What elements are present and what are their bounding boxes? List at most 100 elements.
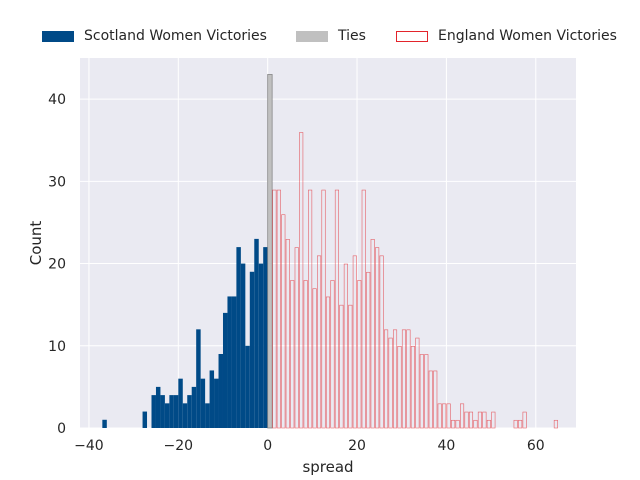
x-tick-label: 40 (438, 438, 456, 454)
legend-label-scotland: Scotland Women Victories (84, 28, 267, 44)
series-2 (272, 132, 558, 429)
y-tick-label: 40 (48, 92, 66, 108)
bar (442, 403, 447, 429)
bar (343, 263, 348, 429)
x-tick-label: −40 (74, 438, 104, 454)
bar (392, 329, 398, 429)
bar (276, 189, 281, 429)
bar (388, 337, 393, 429)
bar (370, 239, 375, 429)
x-tick-label: 60 (527, 438, 545, 454)
bar (321, 189, 326, 429)
bar (334, 189, 339, 429)
plot-background (80, 58, 576, 428)
bars (102, 74, 558, 429)
legend-swatch-england (396, 30, 428, 42)
bar (312, 288, 317, 429)
bar (218, 354, 223, 428)
bar (308, 189, 313, 429)
bar (361, 189, 366, 429)
bar (491, 411, 496, 429)
bar (303, 280, 308, 429)
y-axis-label: Count (27, 221, 45, 266)
legend-item-scotland: Scotland Women Victories (42, 24, 267, 48)
bar (477, 411, 482, 429)
bar (464, 411, 469, 429)
bar (254, 238, 259, 428)
bar (281, 214, 286, 429)
bar (187, 395, 192, 428)
bar (415, 337, 420, 429)
bar (330, 280, 335, 429)
bar (397, 345, 402, 429)
bar (236, 247, 241, 428)
bar (169, 395, 174, 428)
bar (155, 386, 161, 428)
bar (410, 345, 415, 429)
legend-item-england: England Women Victories (396, 24, 617, 48)
legend-item-ties: Ties (296, 24, 366, 48)
bar (173, 395, 179, 428)
bar (231, 296, 237, 428)
y-tick-label: 10 (48, 339, 66, 355)
bar (227, 296, 232, 428)
series-1 (267, 74, 273, 429)
bar (375, 247, 380, 429)
bar (285, 239, 290, 429)
bar (401, 329, 406, 429)
bar (245, 345, 250, 428)
legend-label-ties: Ties (338, 28, 366, 44)
bar (384, 329, 389, 429)
bar (200, 378, 206, 428)
series-0 (102, 238, 268, 428)
bar (102, 419, 107, 428)
bar (428, 370, 433, 429)
bar (151, 395, 156, 428)
bar (451, 419, 456, 429)
bar (553, 419, 558, 429)
legend: Scotland Women Victories Ties England Wo… (0, 24, 640, 48)
bar (214, 378, 219, 428)
x-tick-label: 0 (263, 438, 272, 454)
bar (258, 263, 264, 428)
bar (164, 403, 170, 428)
legend-label-england: England Women Victories (438, 28, 617, 44)
bar (460, 403, 465, 429)
bar (352, 255, 357, 429)
bar (222, 312, 228, 428)
x-tick-label: 20 (348, 438, 366, 454)
bar (433, 370, 438, 429)
bar (366, 271, 371, 429)
bar (240, 263, 246, 428)
bar (209, 370, 215, 428)
bar (513, 419, 518, 429)
bar (191, 386, 197, 428)
bar (379, 255, 384, 429)
tick-labels: −40 −20 0 20 40 60 0 10 20 30 40 (48, 92, 545, 454)
legend-swatch-scotland (42, 30, 74, 42)
x-axis-label: spread (302, 458, 353, 476)
bar (339, 304, 344, 429)
x-tick-label: −20 (164, 438, 194, 454)
bar (518, 419, 523, 429)
bar (272, 189, 277, 429)
bar (182, 403, 188, 428)
bar (406, 329, 411, 429)
bar (348, 304, 353, 429)
bar (249, 271, 255, 428)
bar (424, 354, 429, 429)
bar (419, 354, 424, 429)
bar (205, 403, 210, 428)
bar (196, 329, 201, 428)
y-tick-label: 30 (48, 174, 66, 190)
bar (290, 280, 295, 429)
bar (178, 378, 183, 428)
bar (294, 247, 299, 429)
bar (299, 132, 304, 429)
bar (160, 395, 165, 428)
bar (522, 411, 527, 429)
legend-swatch-ties (296, 30, 328, 42)
bar (142, 411, 148, 428)
bar (317, 255, 322, 429)
